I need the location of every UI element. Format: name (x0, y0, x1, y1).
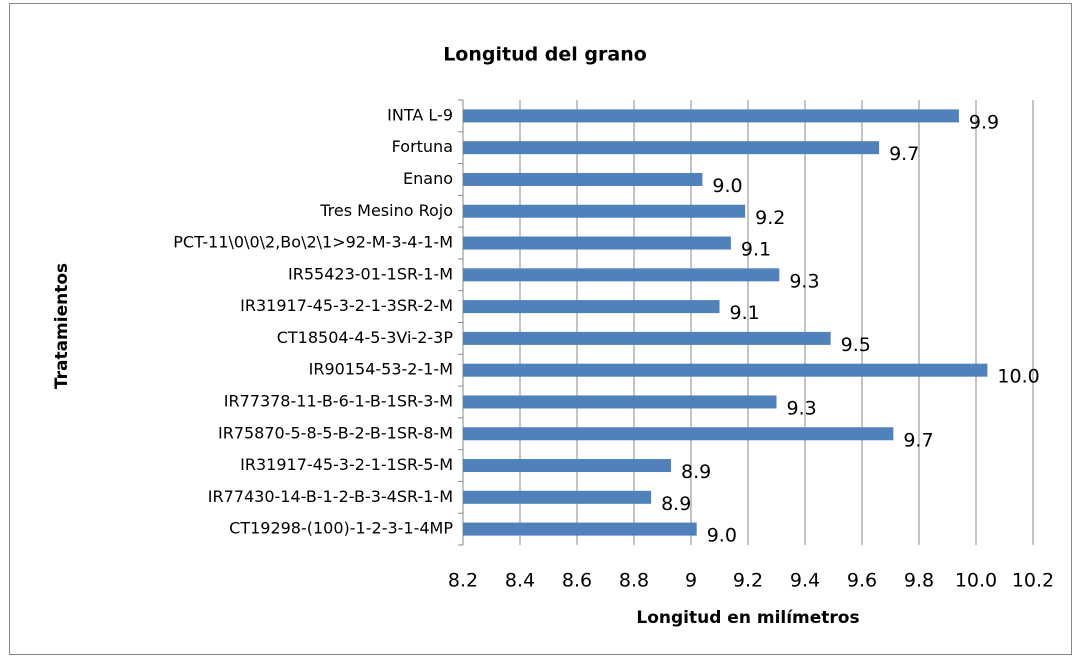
bar (463, 459, 672, 473)
y-tick-label: PCT-11\0\0\2,Bo\2\1>92-M-3-4-1-M (173, 233, 453, 252)
bar (463, 141, 880, 155)
x-tick-label: 10.0 (955, 570, 997, 592)
data-label: 9.2 (755, 207, 785, 229)
x-tick-label: 9.8 (904, 570, 934, 592)
x-axis-title: Longitud en milímetros (636, 608, 859, 628)
data-label: 9.9 (969, 111, 999, 133)
bar (463, 236, 731, 250)
x-tick-label: 9.2 (733, 570, 763, 592)
data-label: 9.0 (707, 525, 737, 547)
bar (463, 395, 777, 409)
y-tick-label: IR77430-14-B-1-2-B-3-4SR-1-M (208, 487, 453, 506)
data-label: 10.0 (997, 366, 1039, 388)
y-tick-label: IR55423-01-1SR-1-M (288, 264, 453, 283)
data-label: 9.5 (841, 334, 871, 356)
data-label: 9.1 (730, 302, 760, 324)
y-tick-label: INTA L-9 (387, 105, 453, 124)
y-tick-label: Enano (403, 169, 453, 188)
data-label: 9.3 (787, 397, 817, 419)
data-label: 8.9 (661, 493, 691, 515)
x-tick-label: 9 (685, 570, 697, 592)
bar (463, 490, 652, 504)
x-tick-label: 8.6 (562, 570, 592, 592)
y-tick-label: IR31917-45-3-2-1-1SR-5-M (240, 455, 453, 474)
bar (463, 109, 959, 123)
data-label: 9.3 (789, 270, 819, 292)
x-tick-label: 8.4 (505, 570, 535, 592)
bar (463, 522, 697, 536)
data-label: 9.7 (903, 429, 933, 451)
chart-frame (9, 3, 1072, 655)
x-tick-label: 8.8 (619, 570, 649, 592)
x-tick-label: 9.4 (790, 570, 820, 592)
data-label: 9.1 (741, 239, 771, 261)
x-tick-label: 10.2 (1012, 570, 1054, 592)
bar (463, 363, 988, 377)
x-tick-label: 8.2 (448, 570, 478, 592)
x-tick-label: 9.6 (847, 570, 877, 592)
y-tick-label: CT18504-4-5-3Vi-2-3P (277, 328, 454, 347)
bar (463, 331, 831, 345)
y-tick-label: CT19298-(100)-1-2-3-1-4MP (229, 519, 453, 538)
chart-title: Longitud del grano (443, 44, 647, 66)
y-tick-label: Fortuna (392, 137, 453, 156)
bar (463, 300, 720, 314)
bar (463, 427, 894, 441)
bar (463, 268, 780, 282)
y-tick-label: Tres Mesino Rojo (319, 201, 453, 220)
y-axis-title: Tratamientos (52, 263, 72, 389)
bar (463, 172, 703, 186)
y-tick-label: IR90154-53-2-1-M (309, 360, 453, 379)
data-label: 9.0 (712, 175, 742, 197)
y-tick-label: IR77378-11-B-6-1-B-1SR-3-M (224, 391, 453, 410)
y-tick-label: IR75870-5-8-5-B-2-B-1SR-8-M (218, 423, 453, 442)
bar (463, 204, 746, 218)
data-label: 8.9 (681, 461, 711, 483)
y-tick-label: IR31917-45-3-2-1-3SR-2-M (240, 296, 453, 315)
data-label: 9.7 (889, 143, 919, 165)
